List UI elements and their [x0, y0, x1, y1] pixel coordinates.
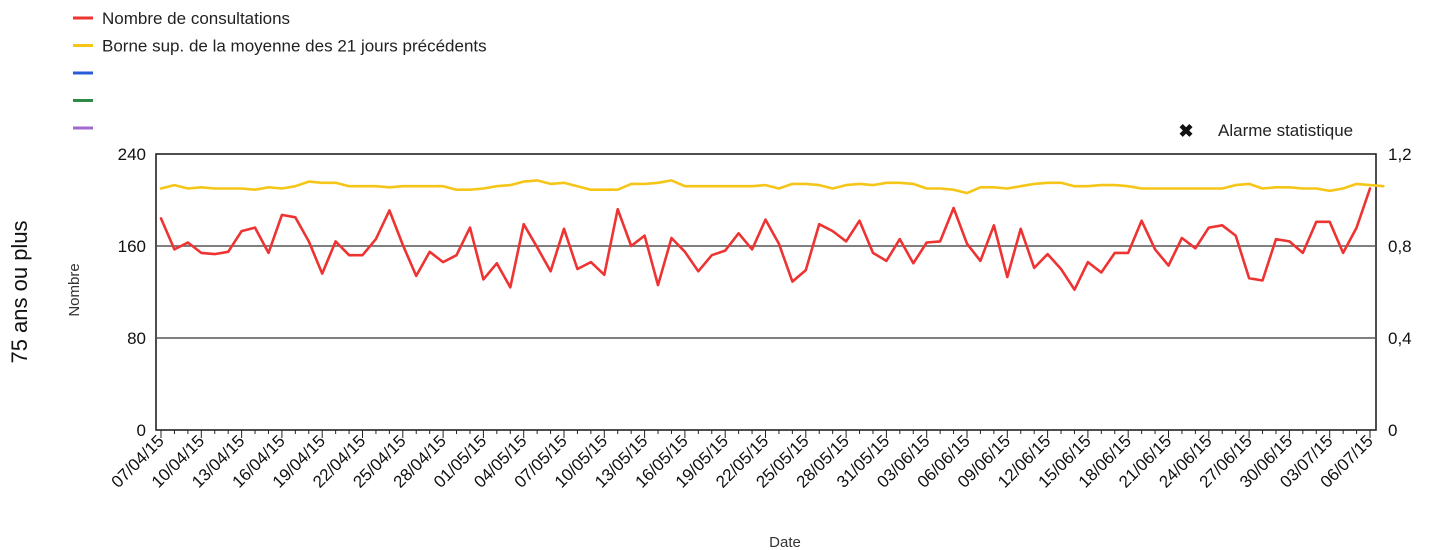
- legend-label: Borne sup. de la moyenne des 21 jours pr…: [102, 37, 487, 56]
- y2-tick-label: 0,8: [1388, 237, 1412, 256]
- y-tick-label: 80: [127, 329, 146, 348]
- series-line: [159, 187, 1372, 292]
- y-axis-left: 0 80 160 240: [118, 145, 146, 440]
- legend-label: Nombre de consultations: [102, 9, 290, 28]
- y-axis-title: Nombre: [66, 263, 83, 316]
- alarm-legend-icon: ✖: [1178, 121, 1193, 141]
- y-tick-label: 240: [118, 145, 146, 164]
- y-axis-right: 0 0,4 0,8 1,2: [1388, 145, 1412, 440]
- gridlines: [156, 245, 1376, 339]
- plot-frame: [155, 153, 1377, 431]
- y2-tick-label: 0: [1388, 421, 1397, 440]
- y-tick-label: 0: [137, 421, 146, 440]
- legend: Nombre de consultations Borne sup. de la …: [73, 9, 1353, 141]
- series-line: [159, 179, 1385, 195]
- x-axis-title: Date: [769, 534, 801, 550]
- alarm-legend-label: Alarme statistique: [1218, 121, 1353, 140]
- series-lines: [159, 179, 1385, 292]
- row-title: 75 ans ou plus: [7, 220, 32, 363]
- y2-tick-label: 1,2: [1388, 145, 1412, 164]
- y-tick-label: 160: [118, 237, 146, 256]
- x-axis: 07/04/1510/04/1513/04/1516/04/1519/04/15…: [108, 430, 1377, 492]
- y2-tick-label: 0,4: [1388, 329, 1412, 348]
